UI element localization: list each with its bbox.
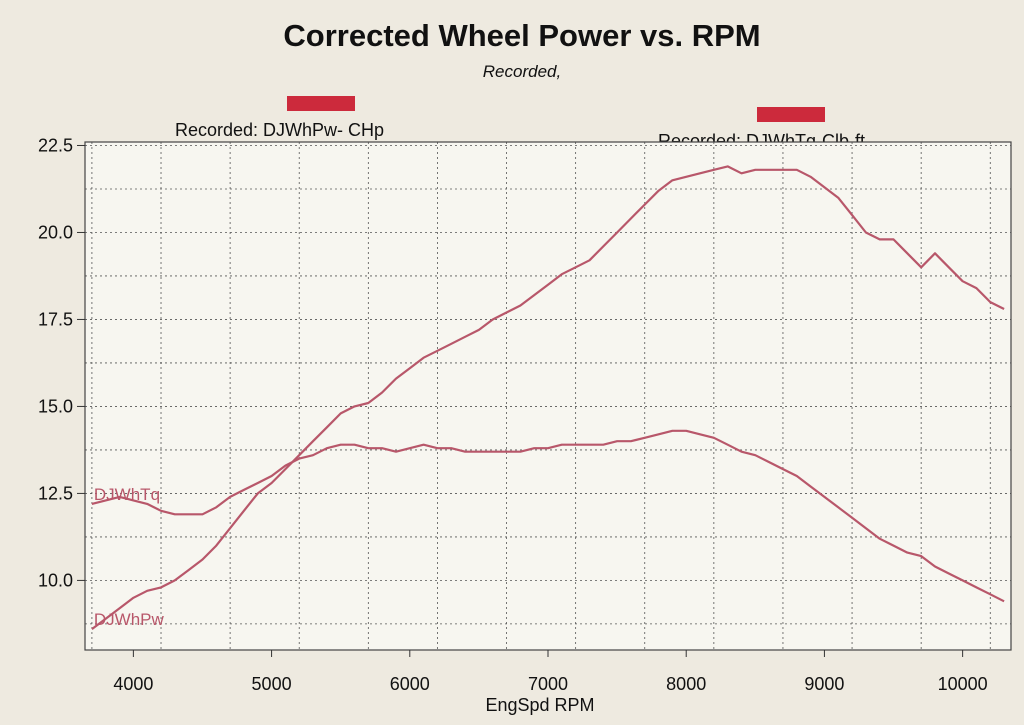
- y-tick-label: 17.5: [38, 309, 73, 329]
- x-tick-label: 6000: [390, 674, 430, 694]
- x-axis-ticks: 4000 5000 6000 7000 8000 9000 10000: [113, 650, 988, 694]
- x-tick-label: 9000: [804, 674, 844, 694]
- y-tick-label: 20.0: [38, 222, 73, 242]
- plot-area: [85, 142, 1011, 650]
- y-tick-label: 22.5: [38, 135, 73, 155]
- x-tick-label: 4000: [113, 674, 153, 694]
- x-tick-label: 8000: [666, 674, 706, 694]
- x-tick-label: 10000: [938, 674, 988, 694]
- legend-swatch-power: [287, 96, 355, 111]
- y-axis-ticks: 10.0 12.5 15.0 17.5 20.0 22.5: [38, 135, 85, 590]
- series-line-djwhtq: [91, 429, 1005, 603]
- legend-swatch-torque: [757, 107, 825, 122]
- legend-label-power: Recorded: DJWhPw- CHp: [175, 120, 384, 140]
- y-tick-label: 12.5: [38, 483, 73, 503]
- x-tick-label: 7000: [528, 674, 568, 694]
- y-tick-label: 15.0: [38, 396, 73, 416]
- x-tick-label: 5000: [252, 674, 292, 694]
- x-axis-label: EngSpd RPM: [485, 695, 594, 715]
- series-group: DJWhPw DJWhTq: [91, 165, 1005, 630]
- series-label-djwhtq: DJWhTq: [94, 485, 160, 504]
- chart-subtitle: Recorded,: [483, 62, 561, 81]
- series-line-djwhpw: [91, 165, 1005, 630]
- grid: [85, 142, 1011, 650]
- y-tick-label: 10.0: [38, 570, 73, 590]
- series-label-djwhpw: DJWhPw: [94, 610, 165, 629]
- chart-title: Corrected Wheel Power vs. RPM: [283, 18, 760, 53]
